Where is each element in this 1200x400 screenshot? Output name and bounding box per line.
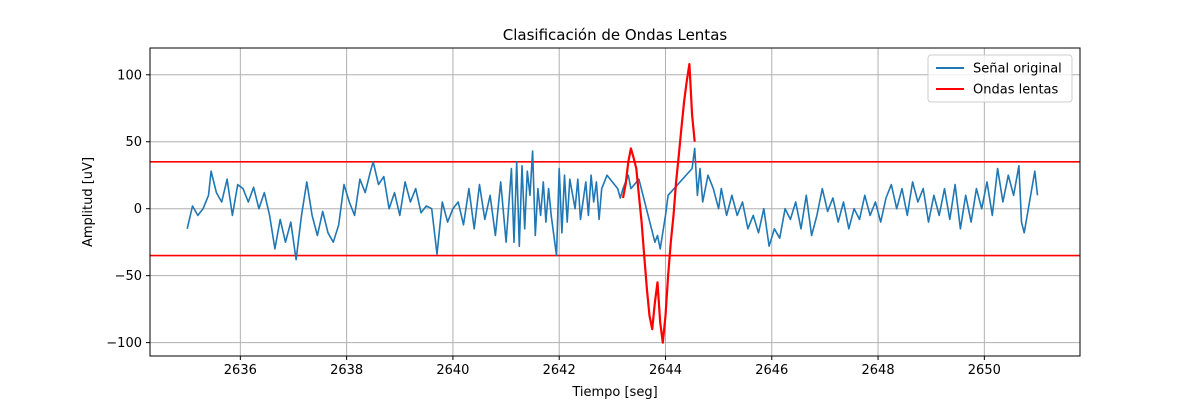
- y-tick-label: 100: [117, 68, 142, 83]
- x-ticks: 2636 2638 2640 2642 2644 2646 2648 2650: [224, 356, 1001, 378]
- x-tick-label: 2644: [649, 363, 682, 378]
- legend: Señal original Ondas lentas: [927, 54, 1073, 103]
- legend-label-original: Señal original: [973, 62, 1062, 77]
- x-tick-label: 2638: [330, 363, 363, 378]
- series-line-0: [186, 147, 1039, 261]
- y-tick-label: −100: [106, 336, 142, 351]
- y-ticks: −100 −50 0 50 100: [106, 68, 150, 351]
- grid: [150, 48, 1080, 356]
- y-tick-label: 0: [134, 202, 142, 217]
- x-tick-label: 2642: [543, 363, 576, 378]
- y-axis-label: Amplitud [uV]: [81, 157, 96, 247]
- x-tick-label: 2650: [968, 363, 1001, 378]
- x-axis-label: Tiempo [seg]: [571, 385, 657, 400]
- series-lines: [186, 62, 1039, 344]
- x-tick-label: 2646: [755, 363, 788, 378]
- x-tick-label: 2640: [436, 363, 469, 378]
- legend-label-slow-waves: Ondas lentas: [973, 83, 1059, 98]
- series-line-1: [621, 62, 696, 344]
- y-tick-label: 50: [125, 135, 142, 150]
- thresholds: [150, 161, 1080, 257]
- y-tick-label: −50: [115, 269, 142, 284]
- x-tick-label: 2648: [862, 363, 895, 378]
- chart-title: Clasificación de Ondas Lentas: [503, 26, 728, 44]
- legend-box: [927, 54, 1073, 103]
- plot-frame: [149, 47, 1081, 357]
- x-tick-label: 2636: [224, 363, 257, 378]
